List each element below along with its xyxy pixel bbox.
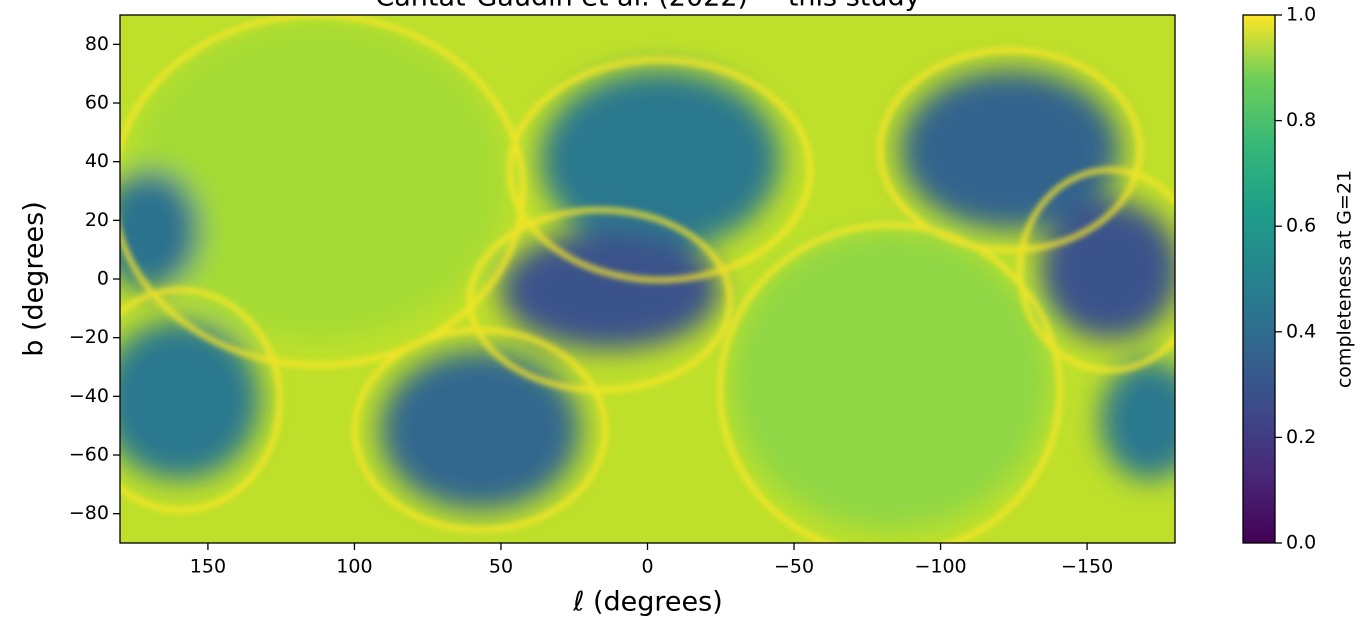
colorbar-label: completeness at G=21	[1334, 170, 1356, 388]
colorbar-tick-label: 0.8	[1286, 109, 1316, 131]
y-tick-label: −40	[69, 385, 109, 407]
x-tick-label: 0	[641, 556, 653, 578]
x-tick-label: 150	[190, 556, 226, 578]
colorbar	[1242, 14, 1276, 544]
y-tick-label: 80	[85, 33, 109, 55]
x-tick-label: −50	[774, 556, 814, 578]
colorbar-tick-label: 0.0	[1286, 532, 1316, 554]
x-axis-label: ℓ (degrees)	[572, 587, 723, 618]
x-tick-label: 100	[336, 556, 372, 578]
y-tick-label: −20	[69, 326, 109, 348]
colorbar-tick-label: 0.6	[1286, 215, 1316, 237]
y-tick-label: 60	[85, 92, 109, 114]
x-tick-label: −150	[1061, 556, 1113, 578]
y-tick-label: −60	[69, 444, 109, 466]
y-tick-label: 0	[97, 268, 109, 290]
colorbar-tick-label: 0.4	[1286, 320, 1316, 342]
y-tick-label: 40	[85, 150, 109, 172]
colorbar-tick-label: 0.2	[1286, 426, 1316, 448]
y-tick-label: 20	[85, 209, 109, 231]
heatmap-image	[120, 15, 1175, 543]
x-tick-label: −100	[914, 556, 966, 578]
y-axis-label: b (degrees)	[19, 201, 50, 356]
chart-title: Cantat-Gaudin et al. (2022) − this study	[375, 0, 920, 13]
colorbar-tick-label: 1.0	[1286, 4, 1316, 26]
x-tick-label: 50	[489, 556, 513, 578]
y-tick-label: −80	[69, 502, 109, 524]
